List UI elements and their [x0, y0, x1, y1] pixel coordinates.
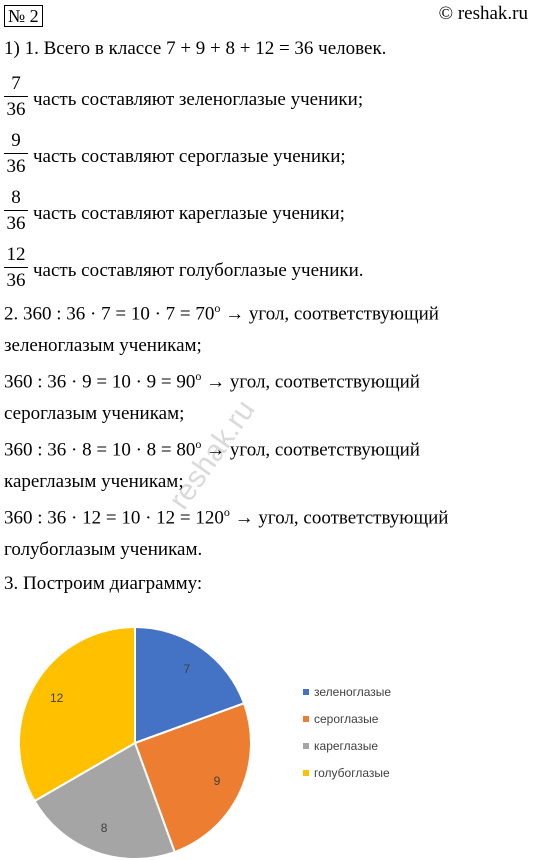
slice-label: 7 [184, 662, 191, 676]
legend-label: голубоглазые [314, 766, 390, 780]
legend-swatch [303, 716, 309, 722]
text-line: 1) 1. Всего в классе 7 + 9 + 8 + 12 = 36… [4, 38, 387, 59]
angle-next: зеленоглазым ученикам; [4, 335, 202, 356]
step3: 3. Построим диаграмму: [4, 573, 203, 594]
fraction: 12 36 [4, 245, 28, 290]
legend-label: кареглазые [314, 739, 378, 753]
angle-after: → угол, соответствующий [201, 439, 420, 461]
numerator: 12 [6, 244, 26, 265]
denominator: 36 [6, 213, 26, 234]
slice-label: 12 [50, 691, 64, 705]
fraction-bar [4, 153, 28, 154]
degree-sign: o [214, 301, 221, 315]
degree-sign: o [195, 437, 202, 451]
angle-next: голубоглазым ученикам. [4, 539, 203, 560]
angle-next: сероглазым ученикам; [4, 403, 185, 424]
degree-sign: o [195, 369, 202, 383]
numerator: 8 [11, 187, 21, 208]
fraction-bar [4, 267, 28, 268]
angle-line: 360 : 36 · 12 = 10 · 12 = 120o → угол, с… [4, 506, 448, 527]
angle-next: кареглазым ученикам; [4, 471, 184, 492]
fraction-text: часть составляют сероглазые ученики; [33, 146, 346, 167]
pie-slice [134, 625, 246, 745]
angle-line: 2. 360 : 36 · 7 = 10 · 7 = 70o → угол, с… [4, 302, 439, 323]
angle-text: 360 : 36 · 12 = 10 · 12 = 120 [4, 507, 224, 529]
fraction-bar [4, 96, 28, 97]
slice-label: 9 [214, 774, 221, 788]
pie-slice [133, 702, 252, 854]
angle-line: 360 : 36 · 9 = 10 · 9 = 90o → угол, соот… [4, 370, 420, 391]
denominator: 36 [6, 270, 26, 291]
task-number: № 2 [4, 5, 43, 27]
numerator: 7 [11, 73, 21, 94]
legend-label: зеленоглазые [314, 685, 391, 699]
degree-sign: o [223, 505, 230, 519]
fraction-text: часть составляют зеленоглазые ученики; [33, 89, 364, 110]
fraction-text: часть составляют голубоглазые ученики. [33, 260, 364, 281]
angle-text: 360 : 36 · 8 = 10 · 8 = 80 [4, 439, 196, 461]
fraction-bar [4, 210, 28, 211]
legend-swatch [303, 689, 309, 695]
angle-after: → угол, соответствующий [201, 371, 420, 393]
fraction: 8 36 [4, 188, 28, 233]
angle-line: 360 : 36 · 8 = 10 · 8 = 80o → угол, соот… [4, 438, 420, 459]
pie-slice [33, 741, 176, 860]
pie-slice [18, 625, 136, 803]
legend-swatch [303, 770, 309, 776]
site-label: © reshak.ru [438, 3, 528, 24]
fraction: 9 36 [4, 131, 28, 176]
fraction: 7 36 [4, 74, 28, 119]
pie-chart: 7 9 8 12 зеленоглазые сероглазые кареглазые гол… [18, 625, 391, 860]
denominator: 36 [6, 156, 26, 177]
slice-label: 8 [101, 821, 108, 835]
angle-text: 2. 360 : 36 · 7 = 10 · 7 = 70 [4, 303, 215, 325]
denominator: 36 [6, 99, 26, 120]
angle-after: → угол, соответствующий [220, 303, 439, 325]
numerator: 9 [11, 130, 21, 151]
angle-text: 360 : 36 · 9 = 10 · 9 = 90 [4, 371, 196, 393]
legend-label: сероглазые [314, 712, 379, 726]
angle-after: → угол, соответствующий [229, 507, 449, 529]
legend-swatch [303, 743, 309, 749]
fraction-text: часть составляют кареглазые ученики; [33, 203, 345, 224]
